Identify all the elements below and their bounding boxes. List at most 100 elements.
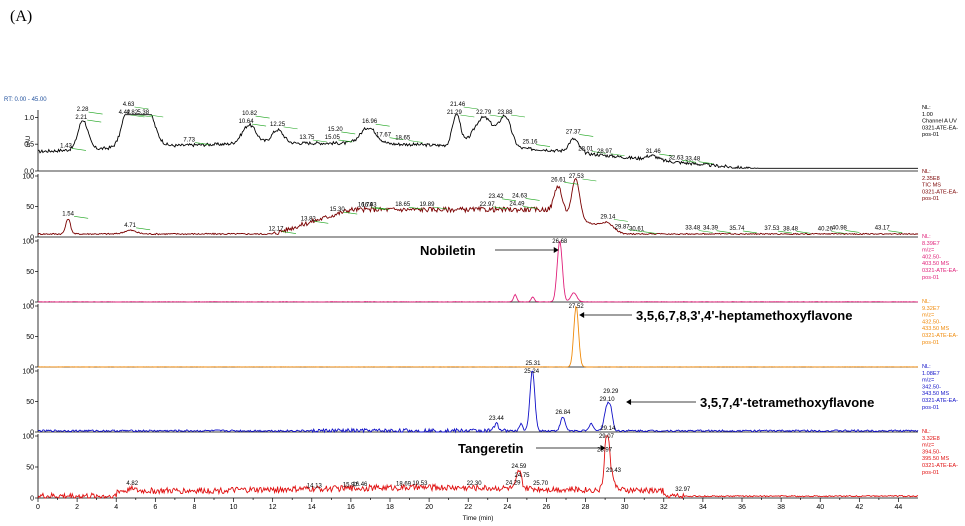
panel-2-trace <box>37 177 919 236</box>
peak-label: 25.70 <box>533 481 549 487</box>
side-text-line: NL: <box>922 429 931 435</box>
peak-label-underline <box>338 139 353 143</box>
peak-label-underline <box>501 198 517 202</box>
peak-label-underline <box>777 230 792 234</box>
peak-label-underline <box>525 198 540 201</box>
peak-label-underline <box>130 114 145 118</box>
peak-label-underline <box>831 231 846 234</box>
peak-label: 26.61 <box>551 177 567 183</box>
peak-label-underline <box>682 160 697 163</box>
y-tick-label: 0 <box>30 300 34 307</box>
side-text-line: 395.50 MS <box>922 456 949 462</box>
peak-label-underline <box>281 231 297 234</box>
peak-label: 15.20 <box>328 127 344 133</box>
peak-label: 17.67 <box>376 133 392 139</box>
side-text-line: pos-01 <box>922 405 939 411</box>
peak-label-underline <box>698 230 713 233</box>
peak-label-underline <box>389 137 404 140</box>
side-text-line: pos-01 <box>922 470 939 476</box>
peak-label-underline <box>138 114 153 118</box>
panel-1: 0.0 0.5 1.0 uAU 1.43 2.21 2.28 4.424.82 4.635.38… <box>24 102 958 176</box>
peak-label: 34.39 <box>703 226 719 232</box>
x-tick-label: 36 <box>738 504 746 511</box>
peak-label: 35.74 <box>729 226 745 232</box>
peak-label: 31.46 <box>646 149 662 155</box>
peak-label: 29.14 <box>600 426 616 432</box>
peak-label: 23.42 <box>488 194 504 200</box>
peak-label: 29.29 <box>603 389 619 395</box>
x-tick-label: 30 <box>621 504 629 511</box>
peak-label: 26.84 <box>555 410 571 416</box>
side-text-line: pos-01 <box>922 275 939 281</box>
x-tick-label: 10 <box>230 504 238 511</box>
side-text-line: 402.50- <box>922 254 941 260</box>
side-text-line: 0321-ATE-EA- <box>922 463 958 469</box>
x-tick-label: 2 <box>75 504 79 511</box>
peak-label-underline <box>375 207 390 210</box>
peak-label: 27.53 <box>569 174 585 180</box>
peak-label: 13.82 <box>301 216 317 222</box>
peak-label: 18.65 <box>395 202 411 208</box>
peak-label: 4.63 <box>123 102 135 108</box>
side-text-line: 433.50 MS <box>922 326 949 332</box>
side-text-line: TIC MS <box>922 183 941 189</box>
side-text-line: m/z= <box>922 313 934 319</box>
x-tick-label: 8 <box>192 504 196 511</box>
x-tick-label: 34 <box>699 504 707 511</box>
y-axis-label: uAU <box>26 136 32 148</box>
peak-label-underline <box>698 161 713 164</box>
y-tick-label: 100 <box>22 239 34 246</box>
peak-label-underline <box>535 144 551 147</box>
panel-5-trace <box>37 370 919 434</box>
side-text-line: 8.39E7 <box>922 241 940 247</box>
side-text-line: 3.32E8 <box>922 436 940 442</box>
x-axis-label: Time (min) <box>463 515 494 522</box>
peak-label-underline <box>408 140 423 143</box>
peak-label: 25.16 <box>523 140 539 146</box>
peak-label: 33.48 <box>685 157 701 163</box>
y-tick-label: 100 <box>22 304 34 311</box>
peak-label-underline <box>88 111 103 115</box>
figure-label: (A) <box>10 8 33 25</box>
peak-label: 4.82 <box>126 110 138 116</box>
side-text-line: pos-01 <box>922 340 939 346</box>
peak-label-underline <box>582 178 597 182</box>
panel-5: 05010023.4425.2425.3126.8429.1029.29NL:1… <box>22 361 958 437</box>
y-tick-label: 100 <box>22 369 34 376</box>
peak-label-underline <box>314 220 329 224</box>
x-tick-label: 6 <box>153 504 157 511</box>
peak-label: 4.71 <box>124 223 136 229</box>
x-tick-label: 18 <box>386 504 394 511</box>
peak-label: 21.46 <box>450 102 466 108</box>
peak-label-underline <box>489 114 504 118</box>
peak-label: 27.37 <box>566 129 582 135</box>
x-tick-label: 32 <box>660 504 668 511</box>
peak-label: 16.93 <box>362 202 378 208</box>
side-text-line: m/z= <box>922 443 934 449</box>
side-text-line: NL: <box>922 234 931 240</box>
peak-label: 24.49 <box>509 201 525 207</box>
peak-label-underline <box>195 142 210 145</box>
peak-label: 5.38 <box>137 110 149 116</box>
side-text-line: 0321-ATE-EA- <box>922 125 958 131</box>
rt-range-label: RT: 0.00 - 45.00 <box>4 97 47 103</box>
peak-label-underline <box>591 151 606 154</box>
x-tick-label: 42 <box>855 504 863 511</box>
x-tick-label: 22 <box>464 504 472 511</box>
peak-label: 7.73 <box>183 138 195 144</box>
y-tick-label: 0 <box>30 235 34 242</box>
peak-label-underline <box>375 123 390 127</box>
peak-label: 29.07 <box>599 434 615 440</box>
peak-label-underline <box>343 211 358 215</box>
side-text-line: 343.50 MS <box>922 391 949 397</box>
peak-label: 37.53 <box>764 226 780 232</box>
x-tick-label: 24 <box>503 504 511 511</box>
peak-label: 19.53 <box>412 481 428 487</box>
peak-label-underline <box>312 139 327 143</box>
y-tick-label: 0 <box>30 430 34 437</box>
panel-3-trace <box>37 240 919 303</box>
